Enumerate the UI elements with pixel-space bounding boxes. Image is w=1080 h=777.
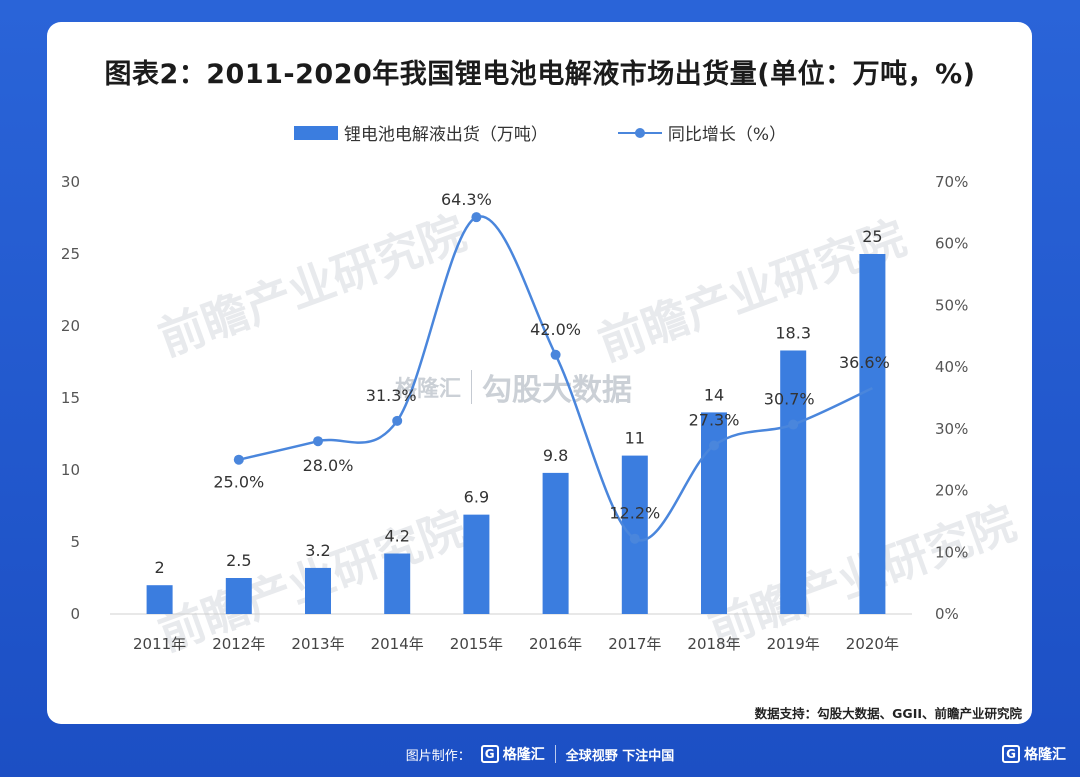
bar-data-label: 3.2: [305, 541, 330, 560]
growth-point: [233, 454, 244, 465]
x-category-label: 2014年: [371, 635, 424, 653]
y-left-tick-label: 20: [61, 317, 80, 335]
growth-point: [313, 436, 323, 447]
bar-data-label: 25: [862, 227, 882, 246]
y-right-tick-label: 30%: [935, 420, 968, 438]
footer-brand: G 格隆汇: [480, 744, 545, 764]
growth-data-label: 42.0%: [530, 320, 581, 339]
x-category-label: 2015年: [450, 635, 503, 653]
y-right-tick-label: 70%: [935, 173, 968, 191]
x-category-label: 2013年: [291, 635, 344, 653]
x-category-label: 2018年: [687, 635, 740, 653]
bar: [146, 585, 173, 614]
y-right-tick-label: 60%: [935, 235, 968, 253]
bar-data-label: 2.5: [226, 551, 251, 570]
bar: [225, 578, 252, 614]
y-left-tick-label: 25: [61, 245, 80, 263]
corner-brand-name: 格隆汇: [1024, 747, 1066, 763]
bar: [780, 350, 807, 614]
growth-data-label: 30.7%: [764, 390, 815, 409]
growth-point: [629, 533, 640, 544]
x-category-label: 2011年: [133, 635, 186, 653]
x-category-label: 2012年: [212, 635, 265, 653]
corner-logo-icon: G: [1002, 745, 1020, 763]
growth-point: [788, 419, 799, 430]
legend-item-line: 同比增长（%）: [617, 120, 787, 145]
legend-swatch-line: [617, 126, 662, 140]
x-category-label: 2020年: [846, 635, 899, 653]
source-note: 数据支持：勾股大数据、GGII、前瞻产业研究院: [754, 706, 1022, 721]
growth-data-label: 31.3%: [366, 386, 417, 405]
y-left-tick-label: 15: [61, 389, 80, 407]
footer-brand-name: 格隆汇: [502, 747, 545, 763]
growth-point: [392, 415, 403, 426]
footer-slogan: 全球视野 下注中国: [565, 748, 675, 764]
footer-bar: 图片制作： G 格隆汇 全球视野 下注中国: [0, 738, 1080, 770]
x-category-label: 2019年: [767, 635, 820, 653]
bar-data-label: 6.9: [464, 488, 489, 507]
legend-label-line: 同比增长（%）: [667, 125, 787, 145]
legend-item-bar: 锂电池电解液出货（万吨）: [293, 120, 548, 145]
growth-data-label: 27.3%: [689, 411, 740, 430]
growth-point: [471, 212, 482, 223]
growth-data-label: 36.6%: [839, 353, 890, 372]
bar: [305, 567, 331, 614]
y-left-tick-label: 5: [70, 533, 80, 551]
y-left-tick-label: 0: [70, 605, 80, 623]
y-left-tick-label: 30: [61, 173, 80, 191]
growth-line: [238, 215, 873, 542]
bar-data-label: 4.2: [384, 527, 409, 546]
footer-made-by: 图片制作：: [405, 748, 471, 764]
y-left-tick-label: 10: [61, 461, 80, 479]
bar-data-label: 9.8: [543, 446, 568, 465]
brand-logo-icon: G: [480, 745, 499, 763]
growth-point: [550, 349, 561, 360]
chart-title: 图表2：2011-2020年我国锂电池电解液市场出货量(单位：万吨，%): [104, 59, 976, 90]
corner-brand: G 格隆汇: [1002, 744, 1066, 764]
legend-label-bar: 锂电池电解液出货（万吨）: [343, 125, 548, 145]
y-right-tick-label: 50%: [935, 296, 968, 314]
bar-data-label: 2: [155, 558, 165, 577]
bar: [463, 514, 490, 614]
y-right-tick-label: 10%: [935, 543, 968, 561]
y-right-tick-label: 40%: [935, 358, 968, 376]
growth-data-label: 28.0%: [303, 456, 354, 475]
chart-legend: 锂电池电解液出货（万吨） 同比增长（%）: [0, 120, 1080, 145]
bar-data-label: 11: [625, 429, 645, 448]
y-right-tick-label: 20%: [935, 482, 968, 500]
bar: [859, 254, 886, 614]
footer-divider: [554, 745, 556, 763]
bar: [542, 472, 569, 614]
growth-data-label: 64.3%: [441, 190, 492, 209]
bar-data-label: 18.3: [775, 323, 811, 342]
bar: [384, 553, 411, 614]
bar-data-label: 14: [704, 385, 724, 404]
growth-point: [709, 440, 719, 451]
x-category-label: 2017年: [608, 635, 661, 653]
legend-swatch-bar: [293, 125, 338, 140]
x-category-label: 2016年: [529, 635, 582, 653]
y-right-tick-label: 0%: [935, 605, 959, 623]
growth-data-label: 25.0%: [213, 473, 264, 492]
growth-data-label: 12.2%: [609, 504, 660, 523]
